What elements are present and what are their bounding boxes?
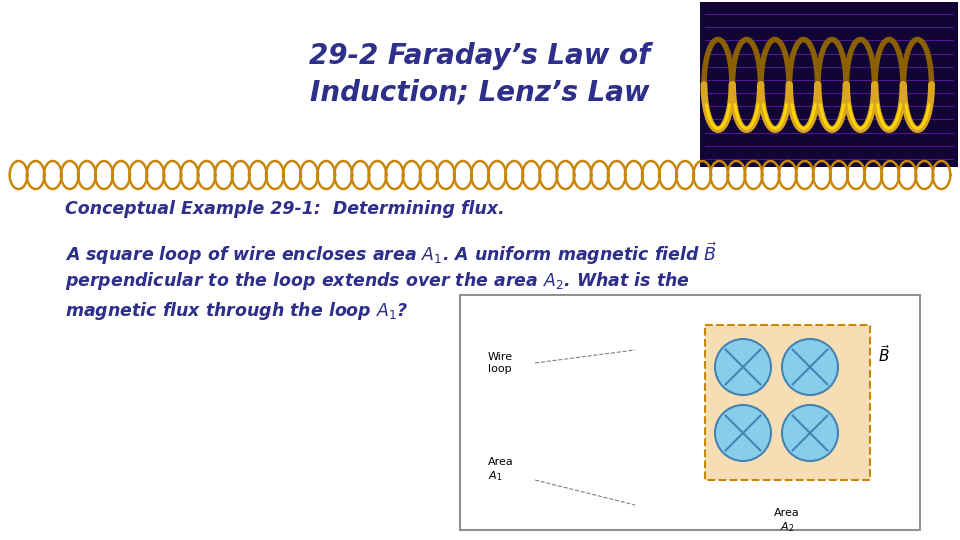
Text: magnetic flux through the loop $A_1$?: magnetic flux through the loop $A_1$?: [65, 300, 408, 322]
Text: A square loop of wire encloses area $A_1$. A uniform magnetic field $\vec{B}$: A square loop of wire encloses area $A_1…: [65, 240, 717, 267]
Text: $\vec{B}$: $\vec{B}$: [878, 345, 890, 366]
FancyBboxPatch shape: [705, 325, 870, 480]
Text: 29-2 Faraday’s Law of: 29-2 Faraday’s Law of: [309, 42, 651, 70]
Bar: [460, 295, 920, 530]
Text: Area
$A_1$: Area $A_1$: [488, 457, 514, 483]
Text: Induction; Lenz’s Law: Induction; Lenz’s Law: [310, 78, 650, 106]
Text: Wire
loop: Wire loop: [488, 352, 514, 374]
Text: Conceptual Example 29-1:  Determining flux.: Conceptual Example 29-1: Determining flu…: [65, 200, 505, 218]
Circle shape: [782, 405, 838, 461]
Text: Area
$A_2$: Area $A_2$: [774, 508, 800, 534]
Circle shape: [782, 339, 838, 395]
Bar: [700, 2, 958, 167]
Circle shape: [715, 405, 771, 461]
Text: perpendicular to the loop extends over the area $A_2$. What is the: perpendicular to the loop extends over t…: [65, 270, 690, 292]
Circle shape: [715, 339, 771, 395]
